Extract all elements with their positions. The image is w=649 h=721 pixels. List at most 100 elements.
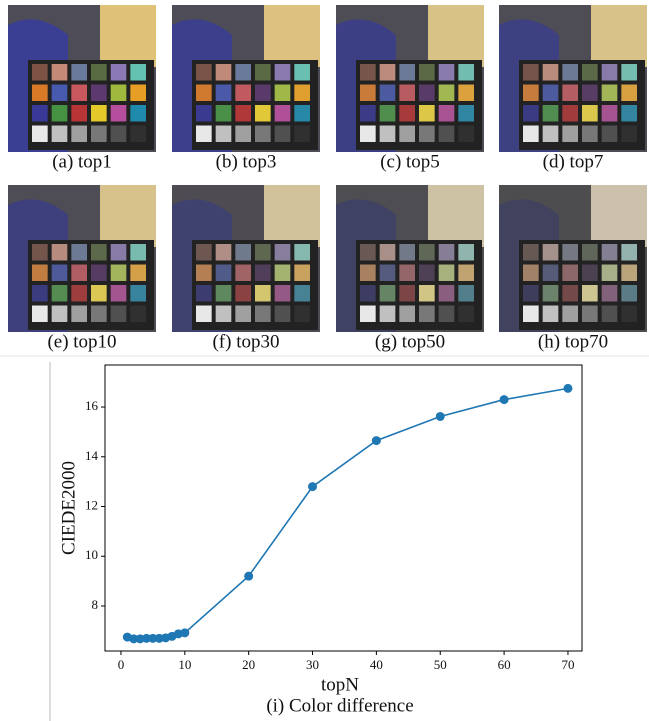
yellow-area [100,5,156,67]
checker-patch [621,244,637,261]
checker-patch [562,125,578,142]
checker-patch [255,244,271,261]
checker-patch [71,125,87,142]
checker-patch [562,105,578,122]
checker-patch [274,64,291,81]
checker-patch [235,84,251,101]
checker-patch [458,64,474,81]
checker-patch [215,305,232,322]
checker-patch [274,244,291,261]
checker-patch [562,264,578,281]
yellow-area [428,185,484,247]
checker-patch [542,64,559,81]
x-tick-label: 70 [561,657,574,672]
data-point [129,634,139,644]
checker-patch [621,305,637,322]
checker-patch [51,105,68,122]
checker-patch [32,105,48,122]
checker-patch [110,305,127,322]
checker-patch [235,125,251,142]
checker-patch [458,264,474,281]
checker-patch [523,285,539,302]
checker-patch [71,244,87,261]
checker-patch [379,84,396,101]
checker-patch [438,125,455,142]
checker-patch [255,64,271,81]
checker-patch [196,244,212,261]
checker-patch [621,64,637,81]
checker-patch [235,285,251,302]
checker-patch [71,64,87,81]
checker-patch [294,64,310,81]
checker-patch [360,264,376,281]
checker-patch [601,305,618,322]
checker-patch [438,244,455,261]
checker-patch [51,244,68,261]
checker-patch [419,285,435,302]
checker-patch [360,305,376,322]
image-panel [499,5,647,152]
checker-patch [379,285,396,302]
checker-patch [32,244,48,261]
checker-patch [542,105,559,122]
checker-patch [523,84,539,101]
checker-patch [130,305,146,322]
checker-patch [32,64,48,81]
checker-patch [438,64,455,81]
data-point [148,633,158,643]
image-caption: (a) top1 [52,151,112,172]
checker-patch [458,84,474,101]
checker-patch [294,84,310,101]
checker-patch [255,105,271,122]
checker-patch [274,84,291,101]
checker-patch [542,264,559,281]
checker-patch [110,105,127,122]
checker-patch [419,105,435,122]
checker-patch [523,64,539,81]
checker-patch [110,84,127,101]
checker-patch [130,244,146,261]
checker-patch [91,264,107,281]
checker-patch [458,285,474,302]
x-tick-label: 50 [434,657,447,672]
y-tick-label: 10 [85,547,98,562]
yellow-area [100,185,156,247]
image-panel [336,185,484,332]
checker-patch [130,64,146,81]
checker-patch [601,285,618,302]
checker-patch [196,305,212,322]
checker-patch [419,264,435,281]
checker-patch [274,285,291,302]
checker-patch [110,64,127,81]
checker-patch [130,125,146,142]
checker-patch [542,84,559,101]
checker-patch [196,264,212,281]
checker-patch [235,105,251,122]
checker-patch [255,264,271,281]
checker-patch [196,125,212,142]
checker-patch [51,64,68,81]
checker-patch [438,84,455,101]
data-point [435,411,445,421]
checker-patch [582,285,598,302]
checker-patch [71,264,87,281]
checker-patch [523,244,539,261]
checker-patch [235,264,251,281]
checker-patch [215,244,232,261]
yellow-area [591,5,647,67]
checker-patch [196,84,212,101]
checker-patch [235,244,251,261]
checker-patch [582,84,598,101]
yellow-area [428,5,484,67]
checker-patch [294,125,310,142]
checker-patch [215,285,232,302]
checker-patch [601,105,618,122]
checker-patch [360,105,376,122]
checker-patch [215,105,232,122]
checker-patch [399,285,415,302]
checker-patch [621,264,637,281]
checker-patch [294,305,310,322]
checker-patch [419,84,435,101]
checker-patch [601,244,618,261]
